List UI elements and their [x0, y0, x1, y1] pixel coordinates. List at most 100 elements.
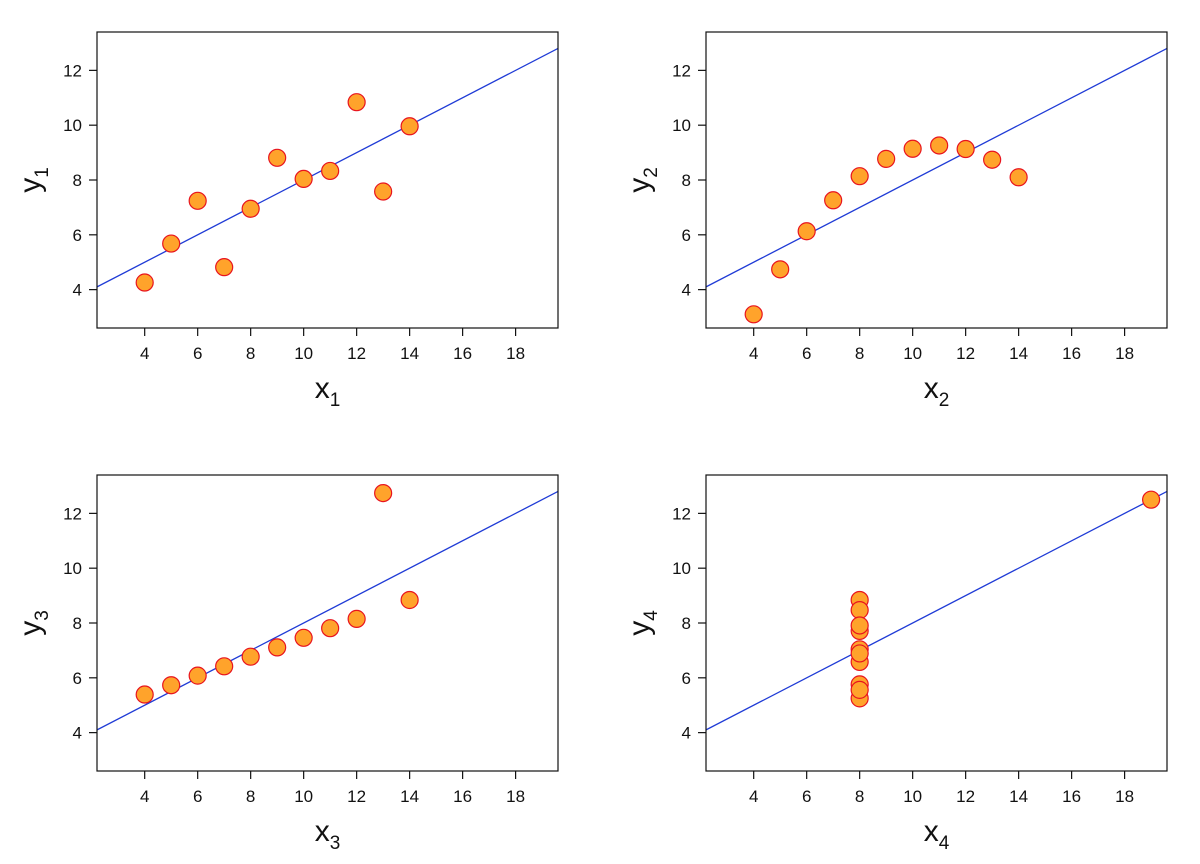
- data-point: [347, 609, 366, 628]
- data-point: [268, 148, 287, 167]
- scatter-panel-4: 4 6 8 10 12 14 16 18 4 6 8 10 12 x4 y4: [623, 474, 1168, 854]
- data-point: [188, 666, 207, 685]
- x-tick-label: 8: [246, 344, 255, 363]
- data-point: [215, 258, 234, 277]
- data-point: [903, 139, 922, 158]
- data-point: [241, 647, 260, 666]
- data-point: [400, 117, 419, 136]
- y-axis-label: y2: [623, 167, 662, 193]
- x-tick-label: 12: [956, 344, 975, 363]
- y-tick-label: 10: [63, 559, 82, 578]
- x-tick-label: 12: [956, 787, 975, 806]
- x-tick-label: 18: [506, 344, 525, 363]
- x-tick-label: 18: [506, 787, 525, 806]
- data-point: [215, 657, 234, 676]
- data-point: [135, 273, 154, 292]
- y-tick-label: 4: [682, 281, 691, 300]
- y-tick-label: 8: [73, 171, 82, 190]
- x-tick-label: 4: [749, 344, 758, 363]
- x-axis-label: x1: [315, 372, 341, 411]
- data-point: [347, 93, 366, 112]
- y-tick-label: 6: [682, 226, 691, 245]
- y-tick-label: 6: [73, 669, 82, 688]
- x-tick-label: 14: [400, 787, 419, 806]
- y-tick-label: 12: [63, 504, 82, 523]
- data-point: [135, 685, 154, 704]
- data-point: [294, 169, 313, 189]
- y-tick-label: 12: [63, 61, 82, 80]
- y-tick-label: 4: [682, 724, 691, 743]
- x-tick-label: 16: [453, 344, 472, 363]
- x-tick-label: 14: [400, 344, 419, 363]
- x-tick-label: 18: [1115, 787, 1134, 806]
- data-point: [744, 305, 763, 324]
- scatter-panel-3: 4 6 8 10 12 14 16 18 4 6 8 10 12 x3 y3: [14, 474, 559, 854]
- x-tick-label: 6: [193, 344, 202, 363]
- y-tick-label: 10: [672, 116, 691, 135]
- x-tick-label: 4: [140, 787, 149, 806]
- x-tick-label: 8: [855, 787, 864, 806]
- x-axis-label: x4: [924, 815, 950, 854]
- x-tick-label: 16: [1062, 787, 1081, 806]
- y-axis-label: y1: [14, 167, 53, 193]
- x-tick-label: 16: [1062, 344, 1081, 363]
- y-tick-label: 6: [73, 226, 82, 245]
- data-point: [241, 199, 260, 218]
- data-point: [321, 619, 340, 638]
- y-tick-label: 4: [73, 281, 82, 300]
- x-tick-label: 12: [347, 787, 366, 806]
- x-tick-label: 14: [1009, 787, 1028, 806]
- x-tick-label: 8: [855, 344, 864, 363]
- data-point: [188, 191, 207, 210]
- regression-line: [706, 47, 1167, 288]
- y-tick-label: 4: [73, 724, 82, 743]
- data-point: [797, 222, 816, 241]
- x-axis-label: x2: [924, 372, 950, 411]
- y-axis-label: y4: [623, 610, 662, 636]
- x-tick-label: 6: [193, 787, 202, 806]
- y-tick-label: 8: [73, 614, 82, 633]
- data-point: [930, 136, 949, 155]
- y-axis-label: y3: [14, 610, 53, 636]
- x-tick-label: 4: [140, 344, 149, 363]
- regression-line: [706, 490, 1167, 731]
- scatter-panel-1: 4 6 8 10 12 14 16 18 4 6 8 10 12 x1 y1: [14, 31, 559, 411]
- x-tick-label: 10: [903, 787, 922, 806]
- data-point: [1142, 490, 1161, 509]
- data-point: [877, 149, 896, 168]
- x-tick-label: 16: [453, 787, 472, 806]
- data-point: [771, 260, 790, 279]
- data-point: [850, 601, 869, 620]
- data-point: [983, 150, 1002, 169]
- y-tick-label: 10: [63, 116, 82, 135]
- x-tick-label: 10: [294, 787, 313, 806]
- x-tick-label: 6: [802, 787, 811, 806]
- data-point: [268, 638, 287, 657]
- data-point: [374, 182, 393, 201]
- data-point: [294, 628, 313, 647]
- scatter-panel-2: 4 6 8 10 12 14 16 18 4 6 8 10 12 x2 y2: [623, 31, 1168, 411]
- y-tick-label: 10: [672, 559, 691, 578]
- x-tick-label: 14: [1009, 344, 1028, 363]
- y-tick-label: 12: [672, 504, 691, 523]
- x-tick-label: 10: [294, 344, 313, 363]
- data-point: [850, 680, 869, 699]
- x-tick-label: 4: [749, 787, 758, 806]
- x-tick-label: 12: [347, 344, 366, 363]
- data-point: [400, 590, 419, 610]
- data-point: [850, 644, 869, 663]
- data-point: [321, 161, 340, 181]
- data-point: [162, 676, 181, 695]
- x-tick-label: 18: [1115, 344, 1134, 363]
- data-point: [162, 234, 181, 253]
- x-tick-label: 6: [802, 344, 811, 363]
- x-axis-label: x3: [315, 815, 341, 854]
- data-point: [956, 139, 975, 159]
- data-point: [374, 483, 393, 503]
- data-point: [850, 167, 869, 186]
- y-tick-label: 8: [682, 614, 691, 633]
- y-tick-label: 8: [682, 171, 691, 190]
- data-point: [1009, 168, 1028, 187]
